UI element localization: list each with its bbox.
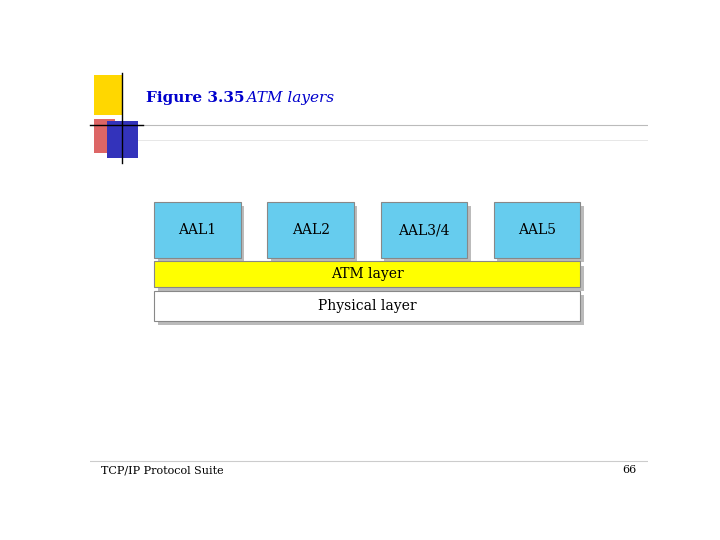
- Bar: [158, 295, 584, 325]
- Bar: [94, 75, 123, 114]
- Text: Figure 3.35: Figure 3.35: [145, 91, 244, 105]
- Text: ATM layers: ATM layers: [233, 91, 334, 105]
- Bar: [158, 266, 584, 292]
- Text: AAL2: AAL2: [292, 223, 330, 237]
- Text: AAL5: AAL5: [518, 223, 557, 237]
- Text: AAL3/4: AAL3/4: [398, 223, 450, 237]
- Text: TCP/IP Protocol Suite: TCP/IP Protocol Suite: [101, 465, 224, 475]
- Bar: [384, 206, 471, 262]
- Text: ATM layer: ATM layer: [331, 267, 404, 281]
- Bar: [94, 119, 115, 153]
- Text: Physical layer: Physical layer: [318, 299, 417, 313]
- Bar: [154, 291, 580, 321]
- Bar: [107, 121, 138, 158]
- Bar: [158, 206, 244, 262]
- Bar: [271, 206, 357, 262]
- Bar: [154, 202, 240, 258]
- Bar: [498, 206, 584, 262]
- Text: AAL1: AAL1: [179, 223, 217, 237]
- Bar: [154, 261, 580, 287]
- Bar: [267, 202, 354, 258]
- Bar: [494, 202, 580, 258]
- Text: 66: 66: [623, 465, 637, 475]
- Bar: [381, 202, 467, 258]
